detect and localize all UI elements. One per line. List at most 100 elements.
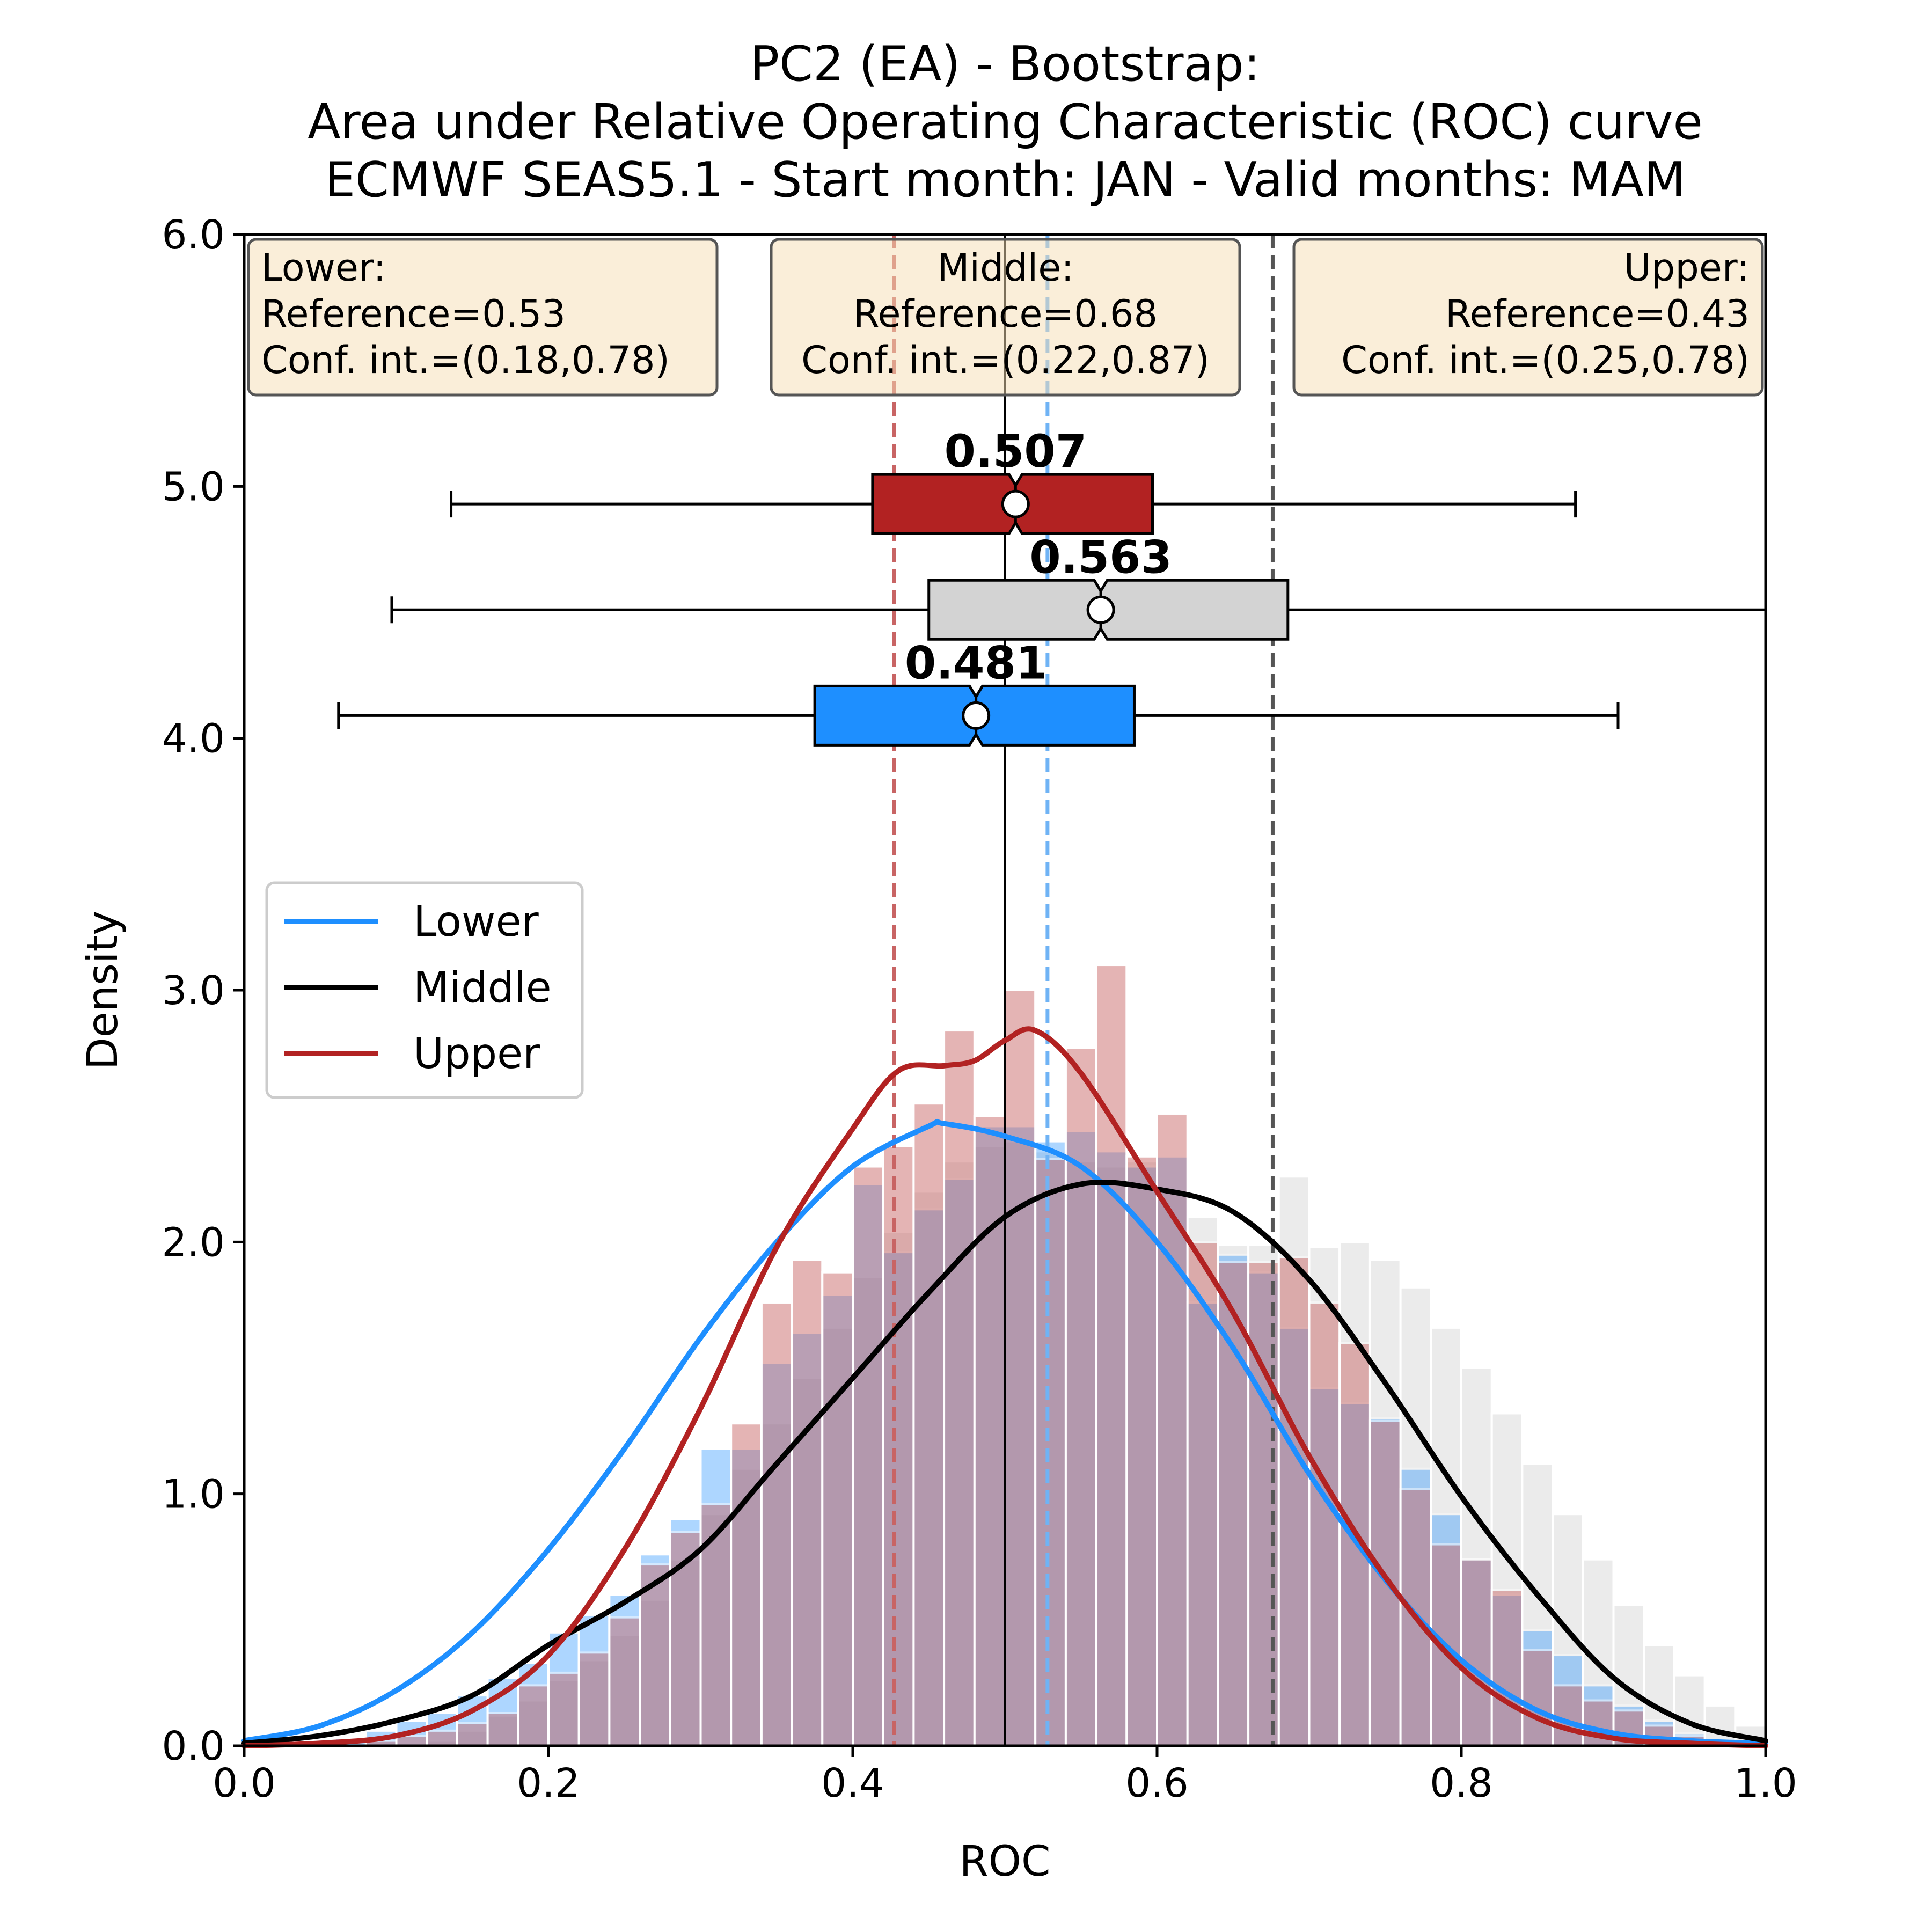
kde-curve-upper [241,1026,1768,1748]
histogram-bar [577,1651,611,1747]
histogram-bar [821,1271,854,1747]
histogram-bar [1125,1165,1159,1747]
annotation-background [770,238,1241,397]
histogram-bar [912,1102,946,1747]
x-tick-label: 0.6 [1125,1760,1189,1806]
histogram-bar [1004,989,1037,1747]
kde-curve-middle [241,1180,1768,1746]
legend-label: Upper [413,1030,540,1078]
histogram-bar [1277,1326,1311,1747]
kde-curve-lower [241,1118,1768,1746]
histogram-bar [639,1598,671,1747]
median-value-label: 0.507 [944,425,1087,478]
histogram-bar [1430,1326,1463,1747]
histogram-bar [1156,1155,1189,1747]
histogram-bar [456,1722,489,1747]
y-tick-label: 2.0 [162,1219,225,1265]
legend-entry-middle: Middle [284,964,552,1012]
y-tick-label: 3.0 [162,968,225,1014]
histogram-bar [1490,1593,1524,1747]
histogram-bar [699,1503,733,1747]
histogram-bar [1034,1158,1067,1747]
annotation-line: Upper: [1624,246,1750,290]
histogram-bar [669,1558,702,1747]
annotation-line: Lower: [261,246,386,290]
histogram-bar [1095,964,1128,1747]
histogram-bar [699,1447,733,1747]
y-tick-label: 5.0 [162,464,225,510]
y-tick-label: 1.0 [162,1472,225,1518]
histogram-bar [1368,1258,1402,1747]
density-curves [241,1026,1768,1748]
histogram-bar [1673,1674,1706,1747]
histogram-lower [334,1125,1767,1747]
legend: Lower Middle Upper [265,881,584,1099]
histogram-bar [1064,1130,1097,1747]
histogram-bar [1552,1513,1584,1747]
histogram-bar [943,1029,976,1747]
histogram-bar [760,1362,793,1747]
histogram-bar [608,1616,641,1747]
x-tick-label: 1.0 [1734,1760,1797,1806]
histogram-bar [1064,1046,1097,1747]
histogram-bar [882,1145,915,1747]
annotation-line: Reference=0.68 [853,292,1158,336]
histogram-bar [1156,1112,1189,1747]
mean-marker [1001,489,1030,518]
annotation-background [247,238,719,397]
mean-marker [1086,595,1115,624]
annotation-background [1292,238,1764,397]
x-axis-label: ROC [959,1838,1050,1886]
x-tick-label: 0.8 [1430,1760,1493,1806]
histogram-bar [1460,1367,1493,1747]
histogram-bar [760,1301,793,1747]
boxplot-upper: 0.507 [450,425,1577,535]
x-tick-label: 0.0 [213,1760,276,1806]
y-axis-label: Density [79,911,127,1070]
legend-label: Lower [413,898,539,946]
histogram-bar [1034,1140,1067,1747]
title-line-1: PC2 (EA) - Bootstrap: [750,36,1260,92]
histogram-bar [699,1513,733,1747]
histogram-bar [1612,1604,1645,1747]
histogram-bar [608,1634,641,1747]
histogram-bar [1552,1684,1584,1747]
y-tick-label: 6.0 [162,212,225,258]
histogram-bar [639,1563,671,1747]
histogram-bar [517,1684,550,1747]
boxplot-lower: 0.481 [337,636,1620,747]
histogram-bar [1125,1155,1159,1747]
histogram-bar [577,1613,611,1747]
histogram-bar [1490,1589,1524,1747]
title-line-3: ECMWF SEAS5.1 - Start month: JAN - Valid… [325,152,1686,208]
histogram-middle [426,1140,1767,1747]
title-line-2: Area under Relative Operating Characteri… [308,94,1703,150]
histogram-bar [486,1711,519,1747]
legend-entry-upper: Upper [284,1030,540,1078]
axes: 0.0 0.2 0.4 0.6 0.8 1.0 0.0 1.0 2.0 3.0 4.0 5.0 6.0 R… [79,212,1797,1886]
median-value-label: 0.563 [1029,531,1172,583]
legend-frame [265,881,584,1099]
histogram-bar [426,1729,458,1747]
histogram-bar [1095,1150,1128,1747]
boxplots: 0.507 0.563 0.481 [337,425,1767,747]
y-tick-label: 4.0 [162,716,225,762]
annotation-line: Conf. int.=(0.25,0.78) [1341,338,1750,382]
annotation-line: Conf. int.=(0.22,0.87) [801,338,1210,382]
histogram-bar [1308,1301,1341,1747]
annotation-line: Middle: [937,246,1074,290]
annotation-line: Conf. int.=(0.18,0.78) [261,338,670,382]
annotation-line: Reference=0.43 [1445,292,1750,336]
histogram-bar [1460,1558,1493,1747]
histogram-bar [547,1671,580,1747]
x-tick-label: 0.2 [517,1760,580,1806]
histogram-bar [1004,1125,1037,1747]
legend-entry-lower: Lower [284,898,539,946]
mean-marker [962,701,991,730]
histogram-bar [821,1293,854,1747]
histogram-bar [912,1208,946,1747]
chart-title: PC2 (EA) - Bootstrap:Area under Relative… [308,36,1703,208]
histogram-bar [1338,1402,1371,1747]
histogram-bar [791,1258,824,1747]
